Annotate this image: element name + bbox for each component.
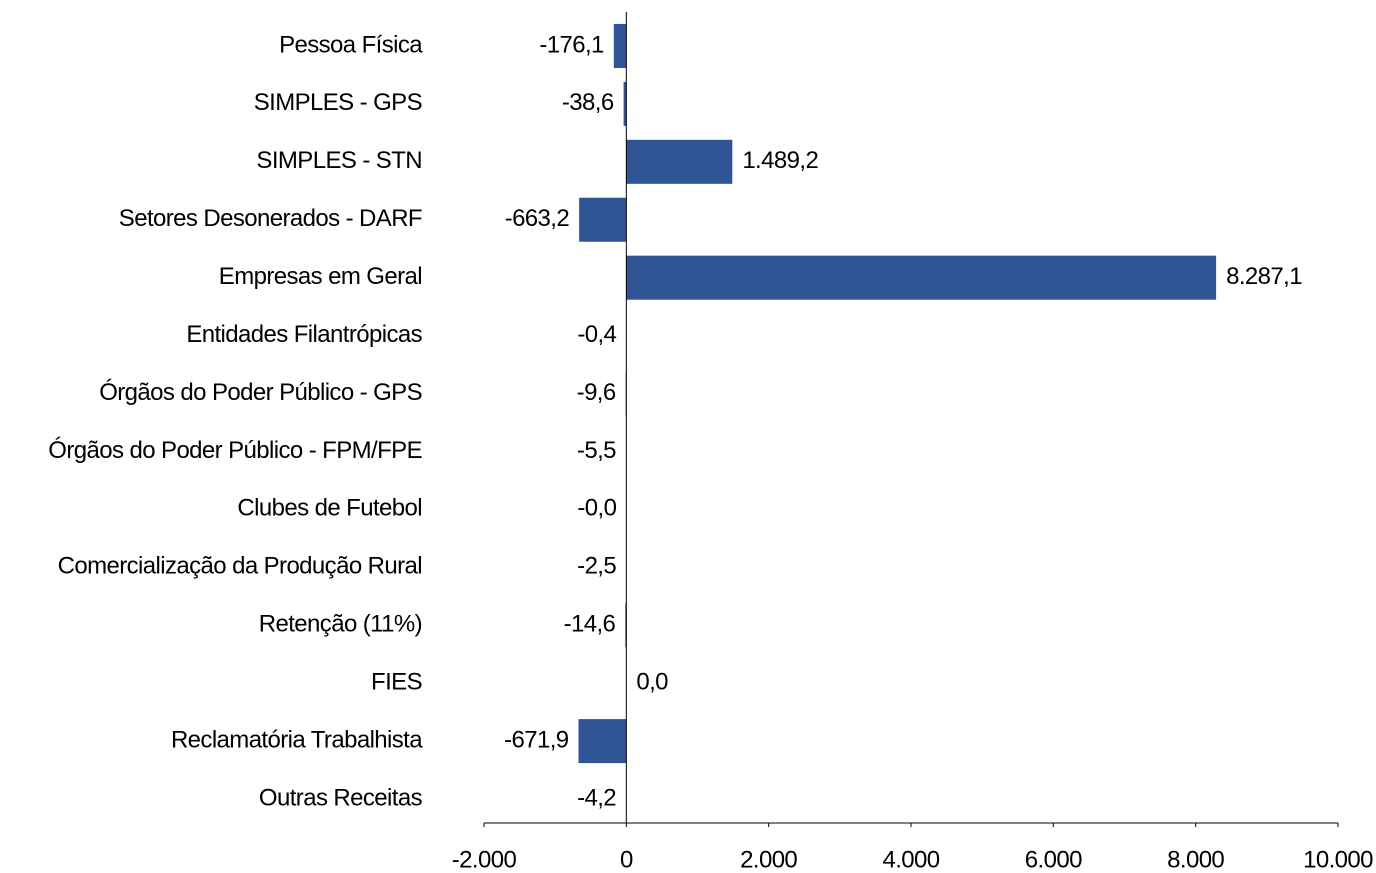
category-label: Empresas em Geral — [219, 263, 422, 290]
value-label: -2,5 — [577, 553, 616, 580]
category-label: Setores Desonerados - DARF — [119, 205, 422, 232]
category-label: Pessoa Física — [279, 31, 423, 58]
category-label: FIES — [371, 669, 422, 696]
x-tick-label: 2.000 — [740, 846, 797, 873]
x-tick-label: 4.000 — [882, 846, 939, 873]
bar — [626, 255, 1217, 300]
bar — [578, 719, 627, 764]
value-label: -0,0 — [577, 495, 616, 522]
category-label: Órgãos do Poder Público - FPM/FPE — [48, 437, 422, 464]
x-tick-label: 0 — [620, 846, 633, 873]
category-label: Outras Receitas — [259, 784, 423, 811]
x-tick-label: -2.000 — [452, 846, 517, 873]
value-label: -671,9 — [504, 726, 569, 753]
category-label: Reclamatória Trabalhista — [171, 726, 423, 753]
category-label: Órgãos do Poder Público - GPS — [99, 379, 422, 406]
value-label: -5,5 — [577, 437, 616, 464]
value-label: -176,1 — [539, 31, 604, 58]
bar — [625, 603, 627, 648]
value-label: -4,2 — [577, 784, 616, 811]
category-label: Comercialização da Produção Rural — [58, 553, 422, 580]
bar — [579, 197, 627, 242]
value-label: -38,6 — [562, 89, 614, 116]
category-label: SIMPLES - STN — [256, 147, 422, 174]
value-label: 8.287,1 — [1226, 263, 1302, 290]
x-tick-label: 10.000 — [1303, 846, 1373, 873]
bar — [613, 23, 627, 68]
value-label: -9,6 — [577, 379, 616, 406]
value-label: 0,0 — [636, 669, 668, 696]
bar — [626, 139, 733, 184]
x-tick-label: 6.000 — [1025, 846, 1082, 873]
value-label: 1.489,2 — [742, 147, 818, 174]
value-label: -0,4 — [577, 321, 616, 348]
category-label: Clubes de Futebol — [237, 495, 422, 522]
x-tick-label: 8.000 — [1167, 846, 1224, 873]
value-label: -14,6 — [564, 611, 616, 638]
category-label: Entidades Filantrópicas — [186, 321, 422, 348]
bar — [623, 81, 627, 126]
category-label: SIMPLES - GPS — [254, 89, 422, 116]
value-label: -663,2 — [505, 205, 570, 232]
category-label: Retenção (11%) — [259, 611, 422, 638]
